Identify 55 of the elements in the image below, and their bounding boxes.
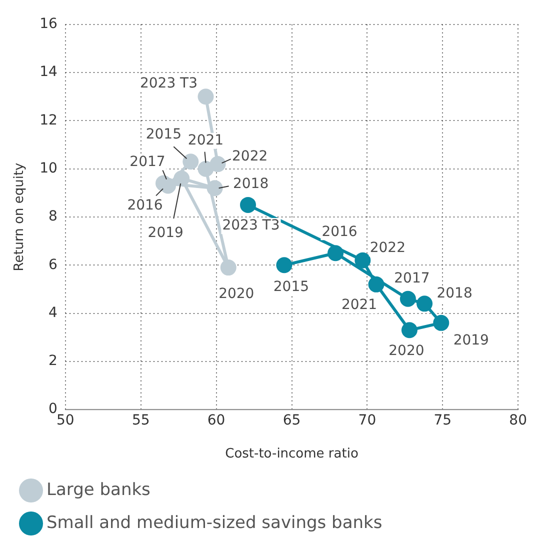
annotation: 2021 [341,297,378,314]
x-tick-label: 80 [509,412,528,429]
x-axis-title: Cost-to-income ratio [225,446,358,462]
annotation: 2020 [388,342,424,359]
point [416,296,433,312]
point [210,156,226,172]
y-tick-label: 4 [48,304,58,321]
point [174,170,190,186]
y-tick-label: 14 [40,64,58,80]
y-tick-label: 2 [48,353,58,370]
point [198,160,214,177]
point [220,260,236,276]
y-tick-label: 12 [40,112,58,128]
annotation: 2023 T3 [222,218,280,234]
annotation: 2017 [130,154,166,170]
y-axis-title: Return on equity [12,162,28,272]
x-tick-label: 70 [358,412,376,429]
legend-label: Large banks [46,480,151,500]
annotation: 2018 [436,285,472,302]
x-tick-label: 75 [434,412,452,429]
annotation: 2015 [273,278,310,295]
x-tick-label: 50 [56,412,74,429]
annotation: 2019 [453,332,489,349]
point [400,290,416,307]
annotation: 2019 [148,225,184,242]
legend-label: Small and medium-sized savings banks [46,512,382,533]
annotation: 2015 [146,126,182,142]
y-tick-label: 6 [48,256,58,273]
point [368,276,384,292]
point [401,322,418,338]
point [328,245,344,262]
x-tick-label: 60 [207,412,226,429]
annotation: 2021 [188,132,224,148]
point [354,252,371,268]
point [240,196,256,213]
point [155,175,172,192]
annotation: 2017 [394,270,430,286]
y-tick-label: 10 [40,160,58,176]
annotation: 2016 [322,224,358,240]
annotation: 2018 [232,176,269,192]
point [198,88,214,105]
annotation: 2022 [370,240,406,256]
annotation: 2023 T3 [140,75,198,92]
annotation: 2020 [218,286,254,302]
x-tick-label: 55 [132,412,150,429]
annotation: 2022 [232,148,268,165]
y-tick-label: 8 [48,208,58,225]
point [276,257,292,274]
y-tick-label: 16 [40,16,58,32]
annotation: 2016 [127,197,163,214]
point [182,154,199,170]
point [433,314,450,331]
y-tick-label: 0 [48,401,58,418]
x-tick-label: 65 [282,412,301,429]
point [206,180,223,196]
